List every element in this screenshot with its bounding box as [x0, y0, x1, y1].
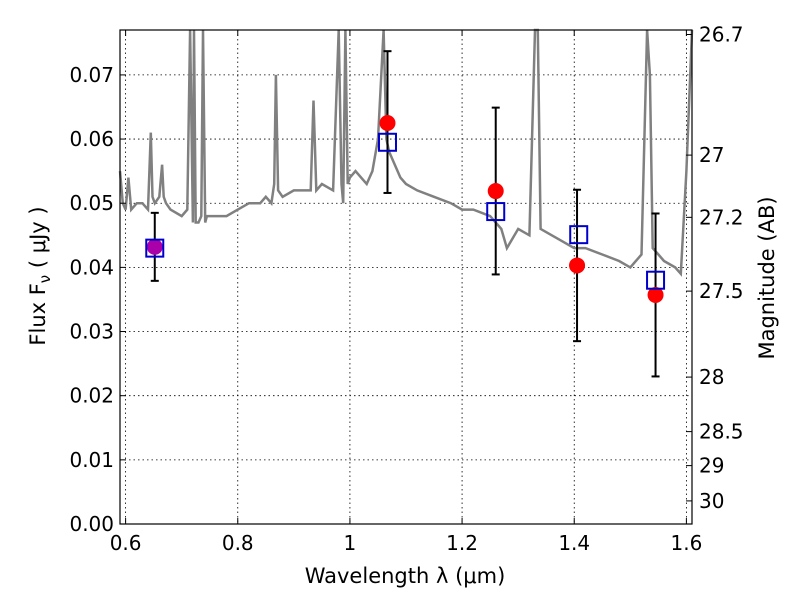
right-tick-label: 28 [699, 365, 724, 389]
right-tick-label: 27 [699, 143, 724, 167]
y-axis-label-unit: ( μJy ) [26, 206, 50, 274]
x-tick-label: 1.6 [670, 531, 702, 555]
y-tick-label: 0.03 [69, 320, 114, 344]
x-tick-label: 0.6 [110, 531, 142, 555]
y-tick-label: 0.00 [69, 512, 114, 536]
model-point [569, 225, 589, 245]
observed-point [487, 183, 504, 200]
y-axis-label: Flux Fν ( μJy ) [26, 206, 54, 345]
y-tick-label: 0.04 [69, 255, 114, 279]
y-axis-label-main: Flux F [26, 283, 50, 345]
observed-point [379, 115, 396, 132]
axis-ticks: 0.6 0.8 1 1.2 1.4 1.6 0.00 0.01 0.02 0.03 0.04 0.05… [69, 22, 743, 555]
model-point [377, 132, 397, 152]
right-tick-label: 28.5 [699, 420, 744, 444]
grid [120, 30, 692, 525]
right-axis-label: Magnitude (AB) [755, 196, 779, 359]
right-tick-label: 27.5 [699, 279, 744, 303]
right-tick-label: 26.7 [699, 22, 744, 46]
y-tick-label: 0.06 [69, 127, 114, 151]
model-point [646, 270, 666, 290]
right-tick-label: 30 [699, 489, 724, 513]
error-bars [150, 50, 660, 378]
observed-point [146, 238, 163, 255]
right-tick-label: 29 [699, 454, 724, 478]
x-axis-label: Wavelength λ (μm) [305, 564, 506, 588]
right-tick-label: 27.2 [699, 205, 744, 229]
model-points [145, 132, 666, 290]
model-spectrum-line [118, 28, 694, 277]
y-tick-label: 0.01 [69, 448, 114, 472]
model-point [486, 202, 506, 222]
x-tick-label: 1.2 [446, 531, 478, 555]
observed-points [146, 115, 664, 303]
observed-point [569, 257, 586, 274]
y-axis-label-subscript: ν [36, 275, 54, 283]
x-tick-label: 1.4 [558, 531, 590, 555]
model-point [145, 238, 165, 258]
y-tick-label: 0.05 [69, 191, 114, 215]
observed-point [647, 286, 664, 303]
x-tick-label: 0.8 [222, 531, 254, 555]
x-tick-label: 1 [344, 531, 357, 555]
plot-frame [119, 29, 693, 525]
y-tick-label: 0.07 [69, 63, 114, 87]
y-tick-label: 0.02 [69, 384, 114, 408]
